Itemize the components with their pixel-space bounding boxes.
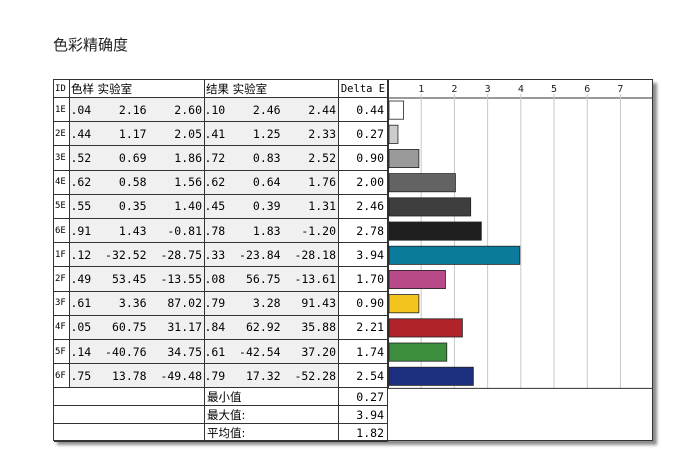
delta-e-value: 2.54 [339, 364, 388, 389]
table-row: 1F 47.12 -32.52 -28.75 46.33 -23.84 -28.18… [54, 243, 388, 268]
header-result-lab: 结果 实验室 [205, 80, 339, 98]
delta-e-value: 3.94 [339, 243, 388, 268]
patch-id: 1F [54, 243, 70, 268]
table-row: 6E 16.91 1.43 -0.81 12.78 1.83 -1.20 2.78 [54, 219, 388, 244]
table-header-row: ID 色样 实验室 结果 实验室 Delta E [54, 80, 388, 98]
result-lab-values: 49.08 56.75 -13.61 [205, 267, 339, 292]
delta-e-value: 0.44 [339, 98, 388, 123]
header-delta-e: Delta E [339, 80, 388, 98]
result-lab-values: 39.84 62.92 35.88 [205, 315, 339, 340]
x-tick-label: 7 [617, 84, 623, 95]
bar-5F [388, 342, 448, 362]
reference-lab-values: 50.49 53.45 -13.55 [70, 267, 205, 292]
result-lab-values: 80.41 1.25 2.33 [205, 122, 339, 147]
x-tick-label: 3 [485, 84, 491, 95]
summary-value: 3.94 [339, 406, 388, 425]
summary-blank-cell [54, 388, 205, 407]
x-tick-label: 5 [551, 84, 557, 95]
summary-label: 平均值: [205, 424, 339, 443]
summary-row: 最小值 0.27 [54, 388, 388, 407]
summary-value: 0.27 [339, 388, 388, 407]
x-tick-label: 6 [584, 84, 590, 95]
patch-id: 6E [54, 219, 70, 244]
table-row: 3F 83.61 3.36 87.02 83.79 3.28 91.43 0.90 [54, 291, 388, 316]
bar-6F [388, 366, 474, 386]
table-row: 1E 96.04 2.16 2.60 96.10 2.46 2.44 0.44 [54, 98, 388, 123]
patch-id: 2F [54, 267, 70, 292]
reference-lab-values: 16.91 1.43 -0.81 [70, 219, 205, 244]
color-accuracy-report: ID 色样 实验室 结果 实验室 Delta E 1E 96.04 2.16 2.… [53, 79, 653, 443]
delta-e-value: 1.70 [339, 267, 388, 292]
delta-e-value: 2.78 [339, 219, 388, 244]
summary-label: 最小值 [205, 388, 339, 407]
bar-5E [388, 197, 472, 217]
result-lab-values: 30.45 0.39 1.31 [205, 194, 339, 219]
x-tick-label: 1 [418, 84, 424, 95]
reference-lab-values: 47.12 -32.52 -28.75 [70, 243, 205, 268]
patch-id: 4F [54, 315, 70, 340]
reference-lab-values: 24.75 13.78 -49.48 [70, 364, 205, 389]
x-tick-label: 2 [451, 84, 457, 95]
bar-3F [388, 294, 420, 314]
bar-2E [388, 124, 399, 144]
bar-1F [388, 245, 521, 265]
summary-blank-cell [54, 406, 205, 425]
delta-e-value: 1.74 [339, 340, 388, 365]
patch-id: 3E [54, 146, 70, 171]
result-lab-values: 46.33 -23.84 -28.18 [205, 243, 339, 268]
bar-4F [388, 318, 463, 338]
page-title: 色彩精确度 [53, 36, 129, 54]
result-lab-values: 47.62 0.64 1.76 [205, 170, 339, 195]
table-row: 3E 65.52 0.69 1.86 64.72 0.83 2.52 0.90 [54, 146, 388, 171]
bar-6E [388, 221, 482, 241]
delta-e-value: 0.90 [339, 146, 388, 171]
table-row: 6F 24.75 13.78 -49.48 21.79 17.32 -52.28 2.… [54, 364, 388, 389]
result-lab-values: 21.79 17.32 -52.28 [205, 364, 339, 389]
reference-lab-values: 41.05 60.75 31.17 [70, 315, 205, 340]
patch-id: 5E [54, 194, 70, 219]
result-lab-values: 83.79 3.28 91.43 [205, 291, 339, 316]
table-row: 4E 49.62 0.58 1.56 47.62 0.64 1.76 2.00 [54, 170, 388, 195]
delta-e-value: 2.00 [339, 170, 388, 195]
summary-row: 平均值: 1.82 [54, 424, 388, 443]
patch-id: 2E [54, 122, 70, 147]
bar-1E [388, 100, 405, 120]
summary-value: 1.82 [339, 424, 388, 443]
summary-row: 最大值: 3.94 [54, 406, 388, 425]
delta-e-value: 0.27 [339, 122, 388, 147]
patch-id: 6F [54, 364, 70, 389]
patch-id: 1E [54, 98, 70, 123]
header-id: ID [54, 80, 70, 98]
x-tick-label: 4 [518, 84, 524, 95]
reference-lab-values: 49.62 0.58 1.56 [70, 170, 205, 195]
result-lab-values: 96.10 2.46 2.44 [205, 98, 339, 123]
result-lab-values: 12.78 1.83 -1.20 [205, 219, 339, 244]
result-lab-values: 64.72 0.83 2.52 [205, 146, 339, 171]
summary-label: 最大值: [205, 406, 339, 425]
table-row: 2E 80.44 1.17 2.05 80.41 1.25 2.33 0.27 [54, 122, 388, 147]
bar-2F [388, 269, 446, 289]
table-row: 2F 50.49 53.45 -13.55 49.08 56.75 -13.61 1.… [54, 267, 388, 292]
delta-e-value: 2.21 [339, 315, 388, 340]
bar-4E [388, 173, 456, 193]
summary-blank-cell [54, 424, 205, 443]
result-lab-values: 52.61 -42.54 37.20 [205, 340, 339, 365]
reference-lab-values: 96.04 2.16 2.60 [70, 98, 205, 123]
bar-3E [388, 149, 420, 169]
reference-lab-values: 83.61 3.36 87.02 [70, 291, 205, 316]
table-row: 4F 41.05 60.75 31.17 39.84 62.92 35.88 2.21 [54, 315, 388, 340]
reference-lab-values: 80.44 1.17 2.05 [70, 122, 205, 147]
table-row: 5F 54.14 -40.76 34.75 52.61 -42.54 37.20 1.… [54, 340, 388, 365]
header-reference-lab: 色样 实验室 [70, 80, 205, 98]
reference-lab-values: 65.52 0.69 1.86 [70, 146, 205, 171]
reference-lab-values: 54.14 -40.76 34.75 [70, 340, 205, 365]
table-row: 5E 33.55 0.35 1.40 30.45 0.39 1.31 2.46 [54, 194, 388, 219]
patch-id: 5F [54, 340, 70, 365]
delta-e-bar-chart: 1 2 3 4 5 6 7 [388, 80, 652, 389]
delta-e-value: 2.46 [339, 194, 388, 219]
delta-e-value: 0.90 [339, 291, 388, 316]
patch-id: 4E [54, 170, 70, 195]
patch-id: 3F [54, 291, 70, 316]
reference-lab-values: 33.55 0.35 1.40 [70, 194, 205, 219]
